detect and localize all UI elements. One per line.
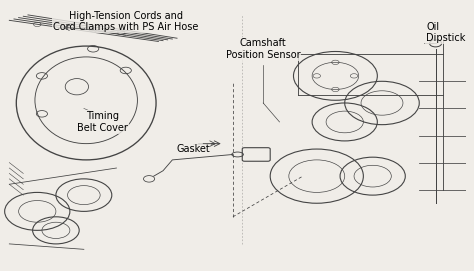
Text: Camshaft
Position Sensor: Camshaft Position Sensor	[226, 38, 301, 60]
Text: Gasket: Gasket	[176, 144, 210, 154]
Text: Timing
Belt Cover: Timing Belt Cover	[77, 111, 128, 133]
Text: Oil
Dipstick: Oil Dipstick	[426, 22, 465, 43]
Text: High-Tension Cords and
Cord Clamps with PS Air Hose: High-Tension Cords and Cord Clamps with …	[53, 11, 199, 33]
